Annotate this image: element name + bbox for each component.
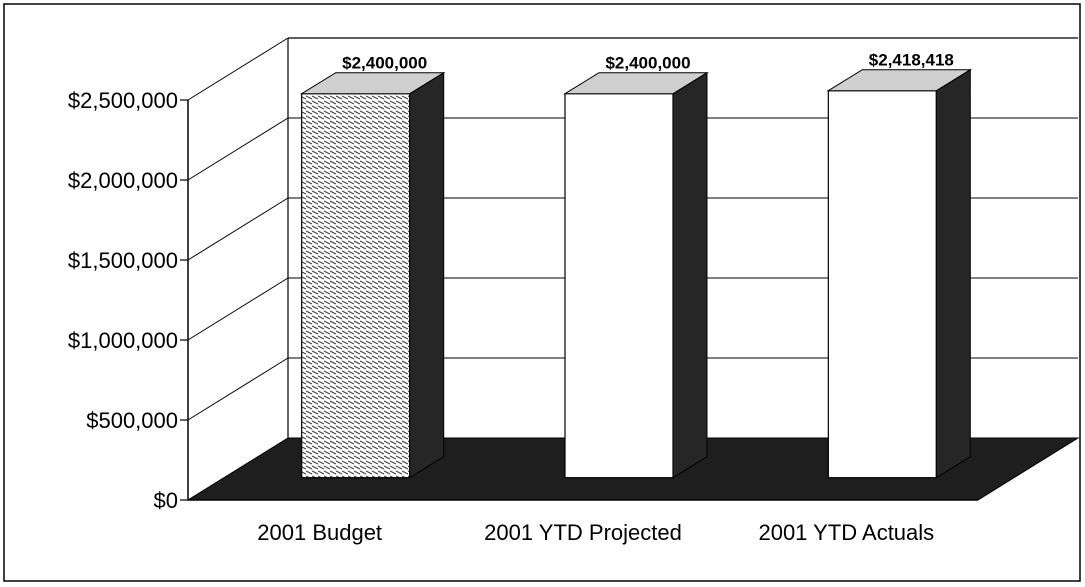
gridline-side [187, 197, 289, 261]
gridline-side [187, 117, 289, 181]
y-axis: $0 $500,000 $1,000,000 $1,500,000 $2,000,000… [68, 88, 189, 513]
x-axis: 2001 Budget 2001 YTD Projected 2001 YTD Ac… [188, 499, 978, 545]
y-tick-label: $2,000,000 [68, 168, 178, 193]
y-tick-label: $0 [154, 488, 178, 513]
y-tick-label: $2,500,000 [68, 88, 178, 113]
y-tick-label: $1,500,000 [68, 248, 178, 273]
bar-front [827, 90, 937, 479]
bar-data-label: $2,418,418 [869, 51, 954, 70]
gridline-side [187, 277, 289, 341]
gridline-side [187, 37, 289, 101]
bar-side [672, 71, 708, 479]
x-category-label: 2001 YTD Actuals [758, 520, 934, 545]
bar-front [301, 93, 411, 479]
data-labels: $2,400,000 $2,400,000 $2,418,418 [342, 51, 954, 73]
bar-side [935, 68, 971, 479]
bar-data-label: $2,400,000 [605, 54, 690, 73]
bar-top [563, 72, 709, 95]
bar-side [409, 71, 445, 479]
y-tick-label: $500,000 [86, 408, 178, 433]
x-category-label: 2001 Budget [257, 520, 382, 545]
x-category-label: 2001 YTD Projected [484, 520, 682, 545]
chart-bars [299, 68, 973, 479]
y-tick-label: $1,000,000 [68, 328, 178, 353]
bar-front [564, 93, 674, 479]
bar-top [299, 72, 446, 95]
bar-data-label: $2,400,000 [342, 54, 427, 73]
bar-top [826, 69, 973, 92]
gridline-side [187, 357, 289, 421]
